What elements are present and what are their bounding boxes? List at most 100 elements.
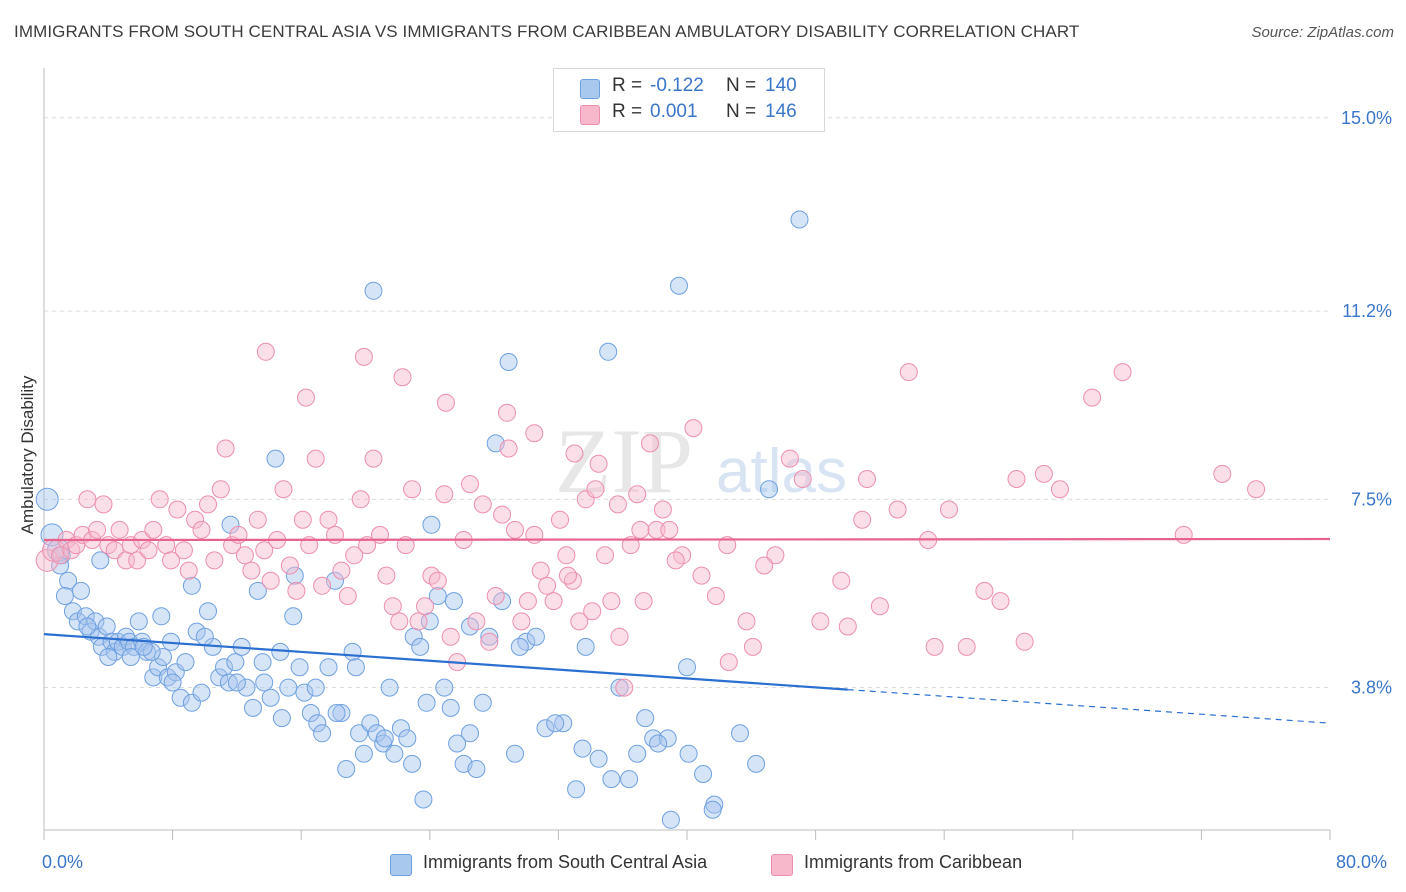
data-point	[706, 587, 725, 605]
data-point	[551, 510, 569, 529]
stats-box: R = -0.122 N = 140 R = 0.001 N = 146	[553, 68, 825, 132]
trend-line-extension	[847, 688, 1331, 724]
data-point	[832, 571, 851, 590]
data-point	[390, 612, 409, 631]
data-point	[195, 627, 214, 646]
data-point	[120, 632, 139, 651]
data-point	[422, 515, 441, 534]
data-point	[192, 683, 211, 702]
data-point	[793, 470, 812, 488]
r-label: R =	[612, 101, 643, 122]
data-point	[486, 587, 505, 605]
data-point	[899, 363, 918, 382]
data-point	[653, 500, 672, 519]
data-point	[403, 754, 422, 773]
data-point	[615, 678, 634, 697]
data-point	[168, 500, 187, 519]
data-point	[684, 419, 703, 438]
data-point	[255, 673, 274, 692]
data-point	[719, 653, 738, 672]
data-point	[62, 541, 81, 560]
data-point	[179, 561, 198, 580]
data-point	[644, 729, 663, 748]
data-point	[599, 342, 618, 361]
data-point	[186, 510, 205, 529]
legend-swatch-pink	[771, 854, 793, 876]
data-point	[467, 612, 486, 631]
data-point	[199, 495, 217, 514]
data-point	[670, 276, 688, 295]
data-point	[461, 724, 479, 743]
data-point	[235, 546, 254, 565]
data-point	[227, 673, 246, 692]
data-point	[435, 678, 454, 697]
y-tick-label: 3.8%	[1351, 678, 1392, 698]
data-point	[610, 627, 629, 646]
data-point	[441, 698, 460, 717]
data-point	[499, 439, 518, 458]
data-point	[512, 612, 531, 631]
data-point	[284, 607, 303, 626]
data-point	[176, 653, 195, 672]
data-point	[51, 546, 70, 565]
data-point	[589, 749, 608, 768]
data-point	[544, 592, 563, 611]
data-point	[290, 658, 309, 677]
data-point	[35, 487, 59, 511]
axes	[43, 68, 1331, 840]
n-label: N =	[726, 75, 757, 96]
data-point	[287, 581, 306, 600]
data-point	[121, 648, 140, 666]
data-point	[1247, 480, 1266, 499]
data-point	[152, 607, 171, 626]
data-point	[354, 347, 373, 366]
data-point	[448, 734, 467, 753]
data-point	[343, 642, 362, 661]
data-point	[154, 648, 172, 666]
data-point	[308, 714, 327, 733]
data-point	[364, 449, 383, 468]
data-point	[858, 470, 876, 488]
data-point	[391, 719, 410, 738]
source-label[interactable]: Source: ZipAtlas.com	[1251, 24, 1394, 41]
data-point	[679, 744, 698, 763]
data-point	[144, 520, 163, 539]
data-point	[226, 653, 245, 672]
data-point	[88, 520, 106, 539]
data-point	[780, 449, 799, 468]
trend-line	[43, 537, 1331, 542]
data-point	[480, 632, 499, 651]
data-point	[628, 744, 647, 763]
data-point	[755, 556, 774, 575]
data-point	[661, 810, 680, 829]
data-point	[631, 520, 650, 539]
data-point	[199, 602, 217, 621]
data-point	[297, 388, 315, 407]
data-point	[666, 551, 685, 570]
data-point	[313, 724, 332, 743]
data-point	[110, 520, 129, 539]
data-point	[59, 571, 78, 590]
data-point	[538, 576, 557, 595]
data-point	[658, 729, 677, 748]
legend-label-blue: Immigrants from South Central Asia	[423, 852, 708, 872]
data-point	[586, 480, 605, 499]
data-point	[506, 744, 524, 763]
data-point	[628, 485, 647, 504]
y-tick-label: 7.5%	[1351, 489, 1392, 509]
data-point	[957, 637, 976, 656]
data-point	[280, 556, 299, 575]
data-point	[244, 698, 262, 717]
data-point	[641, 434, 659, 453]
data-point	[888, 500, 907, 519]
data-point	[129, 612, 148, 631]
data-point	[499, 353, 518, 371]
data-point	[518, 592, 537, 611]
data-point	[306, 449, 325, 468]
y-tick-label: 11.2%	[1342, 301, 1392, 321]
data-point	[428, 571, 447, 590]
data-point	[576, 490, 595, 509]
series-caribbean	[35, 342, 1266, 697]
data-point	[760, 480, 778, 499]
data-point	[525, 525, 544, 544]
